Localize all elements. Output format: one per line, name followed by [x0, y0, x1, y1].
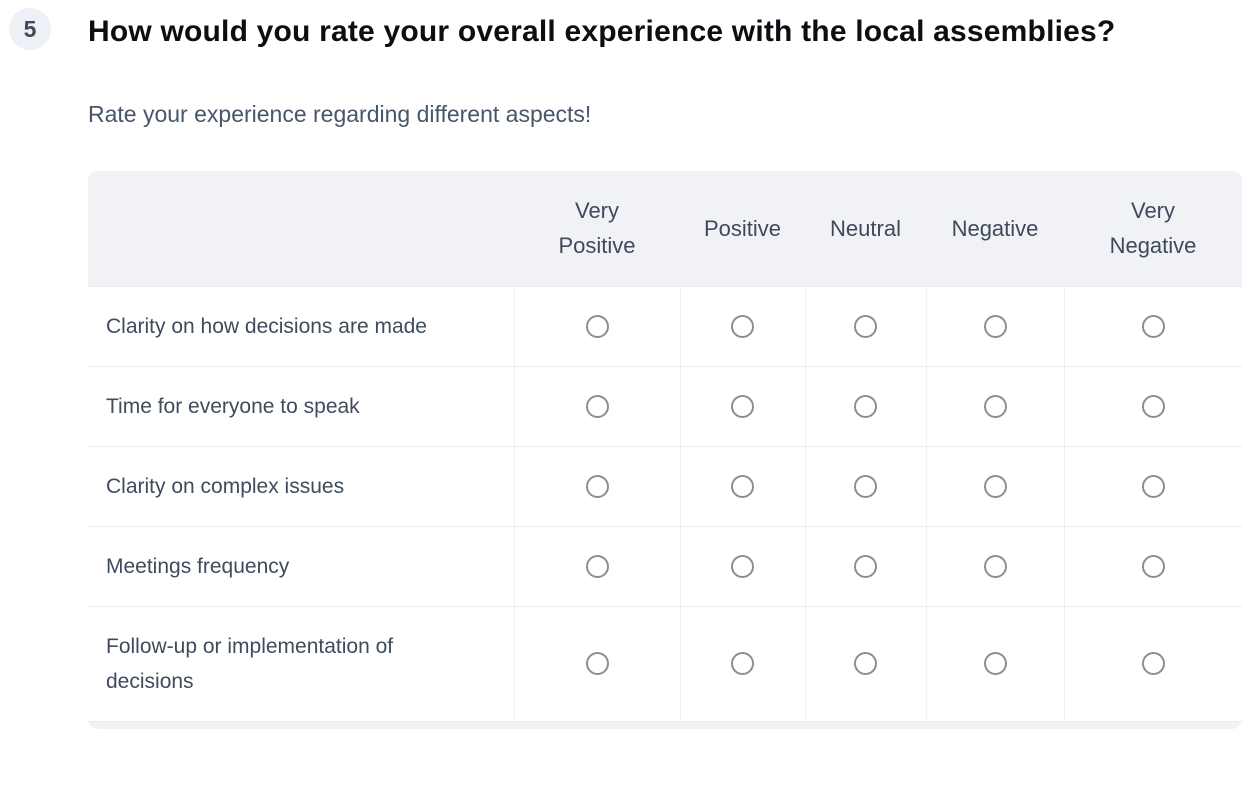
- column-header-label: Negative: [951, 215, 1039, 241]
- question-content: How would you rate your overall experien…: [88, 0, 1242, 729]
- column-header-label: Very Positive: [558, 198, 636, 259]
- radio-button[interactable]: [983, 474, 1007, 498]
- radio-button[interactable]: [585, 652, 609, 675]
- row-label: Clarity on complex issues: [88, 445, 514, 526]
- row-label: Follow-up or implementation of decisions: [88, 605, 514, 722]
- table-row: Meetings frequency: [88, 525, 1242, 606]
- radio-button[interactable]: [983, 554, 1007, 578]
- matrix-cell: [1063, 365, 1242, 446]
- radio-button[interactable]: [585, 554, 609, 578]
- matrix-cell: [513, 445, 680, 526]
- column-header-neutral: Neutral: [805, 171, 926, 286]
- column-header-negative: Negative: [926, 171, 1064, 286]
- table-row: Clarity on complex issues: [88, 445, 1242, 526]
- row-label-text: Clarity on complex issues: [106, 474, 345, 498]
- question-number-badge: 5: [9, 8, 51, 50]
- row-label-text: Follow-up or implementation of decisions: [106, 634, 394, 693]
- matrix-cell: [513, 525, 680, 606]
- matrix-cell: [804, 605, 926, 722]
- radio-button[interactable]: [585, 314, 609, 338]
- matrix-cell: [513, 605, 680, 722]
- column-header-very-negative: Very Negative: [1064, 171, 1242, 286]
- radio-button[interactable]: [1141, 652, 1165, 675]
- radio-button[interactable]: [1141, 554, 1165, 578]
- row-label: Meetings frequency: [88, 525, 514, 606]
- matrix-cell: [1063, 285, 1242, 366]
- column-header-very-positive: Very Positive: [514, 171, 680, 286]
- table-row: Follow-up or implementation of decisions: [88, 605, 1242, 722]
- row-label-text: Clarity on how decisions are made: [106, 314, 427, 338]
- radio-button[interactable]: [585, 394, 609, 418]
- radio-button[interactable]: [731, 554, 754, 578]
- matrix-cell: [925, 605, 1064, 722]
- row-label: Clarity on how decisions are made: [88, 285, 514, 366]
- radio-button[interactable]: [1141, 474, 1165, 498]
- column-header-label: Very Negative: [1109, 198, 1197, 259]
- matrix-table: Very Positive Positive Neutral Negative: [88, 171, 1242, 722]
- radio-button[interactable]: [731, 394, 754, 418]
- matrix-cell: [1063, 525, 1242, 606]
- radio-button[interactable]: [983, 314, 1007, 338]
- matrix-table-container: Very Positive Positive Neutral Negative: [88, 171, 1242, 729]
- matrix-cell: [679, 365, 805, 446]
- row-label-text: Meetings frequency: [106, 554, 290, 578]
- radio-button[interactable]: [854, 474, 877, 498]
- matrix-cell: [1063, 605, 1242, 722]
- column-header-positive: Positive: [680, 171, 805, 286]
- radio-button[interactable]: [585, 474, 609, 498]
- column-header-label: Neutral: [830, 215, 901, 241]
- matrix-cell: [804, 445, 926, 526]
- matrix-cell: [804, 365, 926, 446]
- radio-button[interactable]: [854, 554, 877, 578]
- radio-button[interactable]: [983, 394, 1007, 418]
- table-row: Time for everyone to speak: [88, 365, 1242, 446]
- matrix-cell: [679, 605, 805, 722]
- radio-button[interactable]: [854, 652, 877, 675]
- radio-button[interactable]: [1141, 394, 1165, 418]
- radio-button[interactable]: [731, 652, 754, 675]
- radio-button[interactable]: [983, 652, 1007, 675]
- matrix-cell: [679, 445, 805, 526]
- matrix-cell: [513, 365, 680, 446]
- matrix-cell: [513, 285, 680, 366]
- radio-button[interactable]: [854, 314, 877, 338]
- matrix-cell: [1063, 445, 1242, 526]
- matrix-cell: [804, 285, 926, 366]
- radio-button[interactable]: [731, 314, 754, 338]
- question-number: 5: [23, 15, 37, 42]
- matrix-cell: [679, 525, 805, 606]
- matrix-cell: [925, 365, 1064, 446]
- column-header-label: Positive: [703, 215, 782, 241]
- matrix-cell: [925, 285, 1064, 366]
- matrix-cell: [925, 525, 1064, 606]
- matrix-cell: [925, 445, 1064, 526]
- row-label-text: Time for everyone to speak: [106, 394, 360, 418]
- table-row: Clarity on how decisions are made: [88, 285, 1242, 366]
- question-title: How would you rate your overall experien…: [88, 15, 1116, 48]
- question-description: Rate your experience regarding different…: [88, 101, 592, 127]
- radio-button[interactable]: [1141, 314, 1165, 338]
- matrix-cell: [679, 285, 805, 366]
- row-label: Time for everyone to speak: [88, 365, 514, 446]
- matrix-corner-cell: [88, 171, 514, 286]
- matrix-cell: [804, 525, 926, 606]
- matrix-header-row: Very Positive Positive Neutral Negative: [88, 171, 1242, 286]
- radio-button[interactable]: [731, 474, 754, 498]
- radio-button[interactable]: [854, 394, 877, 418]
